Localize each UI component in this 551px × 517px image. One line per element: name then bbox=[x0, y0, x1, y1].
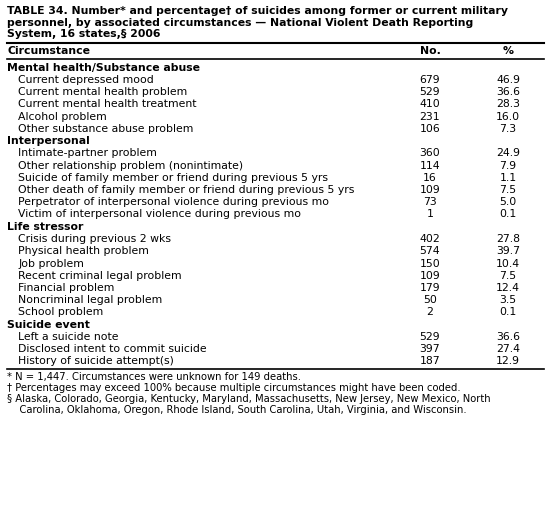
Text: 410: 410 bbox=[420, 99, 440, 110]
Text: Job problem: Job problem bbox=[18, 258, 84, 269]
Text: 7.9: 7.9 bbox=[499, 161, 517, 171]
Text: Physical health problem: Physical health problem bbox=[18, 247, 149, 256]
Text: Noncriminal legal problem: Noncriminal legal problem bbox=[18, 295, 162, 305]
Text: Left a suicide note: Left a suicide note bbox=[18, 332, 118, 342]
Text: 5.0: 5.0 bbox=[499, 197, 517, 207]
Text: Circumstance: Circumstance bbox=[7, 47, 90, 56]
Text: † Percentages may exceed 100% because multiple circumstances might have been cod: † Percentages may exceed 100% because mu… bbox=[7, 383, 461, 393]
Text: personnel, by associated circumstances — National Violent Death Reporting: personnel, by associated circumstances —… bbox=[7, 18, 473, 27]
Text: No.: No. bbox=[419, 47, 440, 56]
Text: 7.5: 7.5 bbox=[499, 185, 517, 195]
Text: 187: 187 bbox=[420, 357, 440, 367]
Text: 36.6: 36.6 bbox=[496, 87, 520, 97]
Text: 27.8: 27.8 bbox=[496, 234, 520, 244]
Text: 46.9: 46.9 bbox=[496, 75, 520, 85]
Text: 24.9: 24.9 bbox=[496, 148, 520, 159]
Text: Recent criminal legal problem: Recent criminal legal problem bbox=[18, 271, 182, 281]
Text: 39.7: 39.7 bbox=[496, 247, 520, 256]
Text: 2: 2 bbox=[426, 308, 434, 317]
Text: 106: 106 bbox=[420, 124, 440, 134]
Text: 574: 574 bbox=[420, 247, 440, 256]
Text: Mental health/Substance abuse: Mental health/Substance abuse bbox=[7, 63, 200, 72]
Text: 360: 360 bbox=[420, 148, 440, 159]
Text: Other death of family member or friend during previous 5 yrs: Other death of family member or friend d… bbox=[18, 185, 354, 195]
Text: 109: 109 bbox=[420, 271, 440, 281]
Text: 28.3: 28.3 bbox=[496, 99, 520, 110]
Text: 1: 1 bbox=[426, 209, 434, 220]
Text: 402: 402 bbox=[420, 234, 440, 244]
Text: 150: 150 bbox=[420, 258, 440, 269]
Text: Perpetrator of interpersonal violence during previous mo: Perpetrator of interpersonal violence du… bbox=[18, 197, 329, 207]
Text: 109: 109 bbox=[420, 185, 440, 195]
Text: Current mental health treatment: Current mental health treatment bbox=[18, 99, 197, 110]
Text: 10.4: 10.4 bbox=[496, 258, 520, 269]
Text: 529: 529 bbox=[420, 87, 440, 97]
Text: Alcohol problem: Alcohol problem bbox=[18, 112, 107, 121]
Text: Suicide of family member or friend during previous 5 yrs: Suicide of family member or friend durin… bbox=[18, 173, 328, 183]
Text: History of suicide attempt(s): History of suicide attempt(s) bbox=[18, 357, 174, 367]
Text: 1.1: 1.1 bbox=[499, 173, 517, 183]
Text: 679: 679 bbox=[420, 75, 440, 85]
Text: System, 16 states,§ 2006: System, 16 states,§ 2006 bbox=[7, 29, 160, 39]
Text: Other relationship problem (nonintimate): Other relationship problem (nonintimate) bbox=[18, 161, 243, 171]
Text: Life stressor: Life stressor bbox=[7, 222, 83, 232]
Text: 529: 529 bbox=[420, 332, 440, 342]
Text: 16.0: 16.0 bbox=[496, 112, 520, 121]
Text: 16: 16 bbox=[423, 173, 437, 183]
Text: School problem: School problem bbox=[18, 308, 103, 317]
Text: Disclosed intent to commit suicide: Disclosed intent to commit suicide bbox=[18, 344, 207, 354]
Text: %: % bbox=[503, 47, 514, 56]
Text: § Alaska, Colorado, Georgia, Kentucky, Maryland, Massachusetts, New Jersey, New : § Alaska, Colorado, Georgia, Kentucky, M… bbox=[7, 394, 490, 404]
Text: Current mental health problem: Current mental health problem bbox=[18, 87, 187, 97]
Text: Interpersonal: Interpersonal bbox=[7, 136, 90, 146]
Text: Victim of interpersonal violence during previous mo: Victim of interpersonal violence during … bbox=[18, 209, 301, 220]
Text: 397: 397 bbox=[420, 344, 440, 354]
Text: Suicide event: Suicide event bbox=[7, 320, 90, 330]
Text: 12.4: 12.4 bbox=[496, 283, 520, 293]
Text: 7.3: 7.3 bbox=[499, 124, 517, 134]
Text: Financial problem: Financial problem bbox=[18, 283, 115, 293]
Text: 114: 114 bbox=[420, 161, 440, 171]
Text: 3.5: 3.5 bbox=[499, 295, 517, 305]
Text: 12.9: 12.9 bbox=[496, 357, 520, 367]
Text: 179: 179 bbox=[420, 283, 440, 293]
Text: 50: 50 bbox=[423, 295, 437, 305]
Text: Current depressed mood: Current depressed mood bbox=[18, 75, 154, 85]
Text: 7.5: 7.5 bbox=[499, 271, 517, 281]
Text: 0.1: 0.1 bbox=[499, 308, 517, 317]
Text: Other substance abuse problem: Other substance abuse problem bbox=[18, 124, 193, 134]
Text: 36.6: 36.6 bbox=[496, 332, 520, 342]
Text: Carolina, Oklahoma, Oregon, Rhode Island, South Carolina, Utah, Virginia, and Wi: Carolina, Oklahoma, Oregon, Rhode Island… bbox=[7, 405, 467, 415]
Text: * N = 1,447. Circumstances were unknown for 149 deaths.: * N = 1,447. Circumstances were unknown … bbox=[7, 372, 301, 382]
Text: Crisis during previous 2 wks: Crisis during previous 2 wks bbox=[18, 234, 171, 244]
Text: 73: 73 bbox=[423, 197, 437, 207]
Text: 27.4: 27.4 bbox=[496, 344, 520, 354]
Text: Intimate-partner problem: Intimate-partner problem bbox=[18, 148, 157, 159]
Text: 0.1: 0.1 bbox=[499, 209, 517, 220]
Text: TABLE 34. Number* and percentage† of suicides among former or current military: TABLE 34. Number* and percentage† of sui… bbox=[7, 6, 508, 16]
Text: 231: 231 bbox=[420, 112, 440, 121]
